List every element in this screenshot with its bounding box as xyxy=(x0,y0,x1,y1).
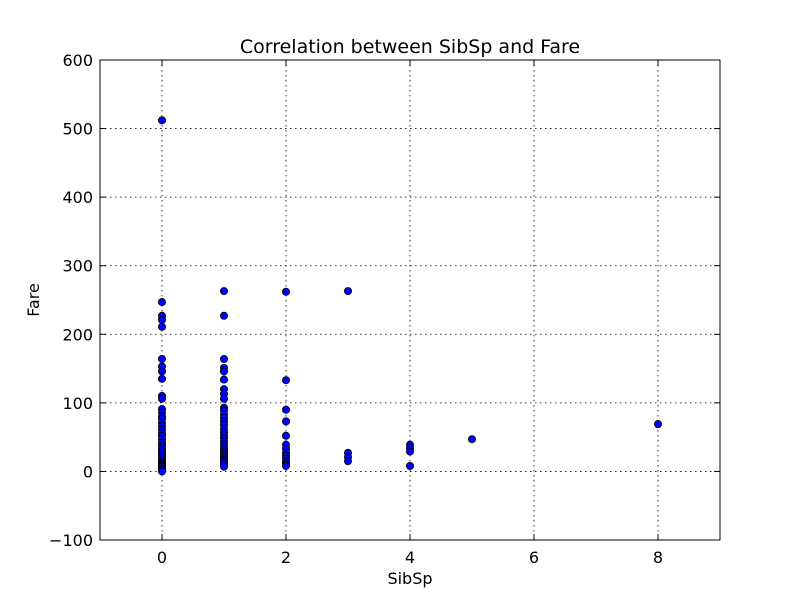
y-tick-label: −100 xyxy=(49,531,93,550)
scatter-point xyxy=(281,287,290,296)
scatter-point xyxy=(219,311,228,320)
scatter-point xyxy=(219,462,228,471)
scatter-point xyxy=(343,287,352,296)
x-tick-label: 4 xyxy=(405,548,415,567)
scatter-point xyxy=(654,420,663,429)
scatter-point xyxy=(157,394,166,403)
scatter-point xyxy=(281,405,290,414)
scatter-point xyxy=(157,322,166,331)
scatter-point xyxy=(219,354,228,363)
scatter-point xyxy=(281,431,290,440)
scatter-point xyxy=(281,461,290,470)
y-tick-label: 400 xyxy=(62,188,93,207)
chart-title: Correlation between SibSp and Fare xyxy=(240,36,580,58)
scatter-point xyxy=(405,461,414,470)
x-tick-label: 6 xyxy=(529,548,539,567)
scatter-point xyxy=(157,116,166,125)
scatter-point xyxy=(157,467,166,476)
x-tick-label: 8 xyxy=(653,548,663,567)
scatter-point xyxy=(157,374,166,383)
x-tick-label: 2 xyxy=(281,548,291,567)
scatter-point xyxy=(219,394,228,403)
scatter-point xyxy=(219,287,228,296)
y-tick-label: 0 xyxy=(83,462,93,481)
scatter-point xyxy=(157,298,166,307)
y-tick-label: 300 xyxy=(62,257,93,276)
axis-ticks: 0 2 4 6 8 −100 0 100 200 300 400 500 600 xyxy=(49,51,720,567)
y-tick-label: 200 xyxy=(62,325,93,344)
scatter-point xyxy=(281,417,290,426)
y-tick-label: 500 xyxy=(62,120,93,139)
y-tick-label: 100 xyxy=(62,394,93,413)
y-tick-label: 600 xyxy=(62,51,93,70)
x-tick-label: 0 xyxy=(157,548,167,567)
scatter-point xyxy=(405,447,414,456)
scatter-point xyxy=(157,354,166,363)
scatter-point xyxy=(467,435,476,444)
scatter-point xyxy=(343,457,352,466)
scatter-point xyxy=(219,375,228,384)
x-axis-label: SibSp xyxy=(387,569,432,588)
scatter-point xyxy=(281,376,290,385)
scatter-point xyxy=(219,367,228,376)
y-axis-label: Fare xyxy=(24,283,43,317)
scatter-point xyxy=(157,367,166,376)
data-points xyxy=(157,116,663,476)
scatter-point xyxy=(157,315,166,324)
